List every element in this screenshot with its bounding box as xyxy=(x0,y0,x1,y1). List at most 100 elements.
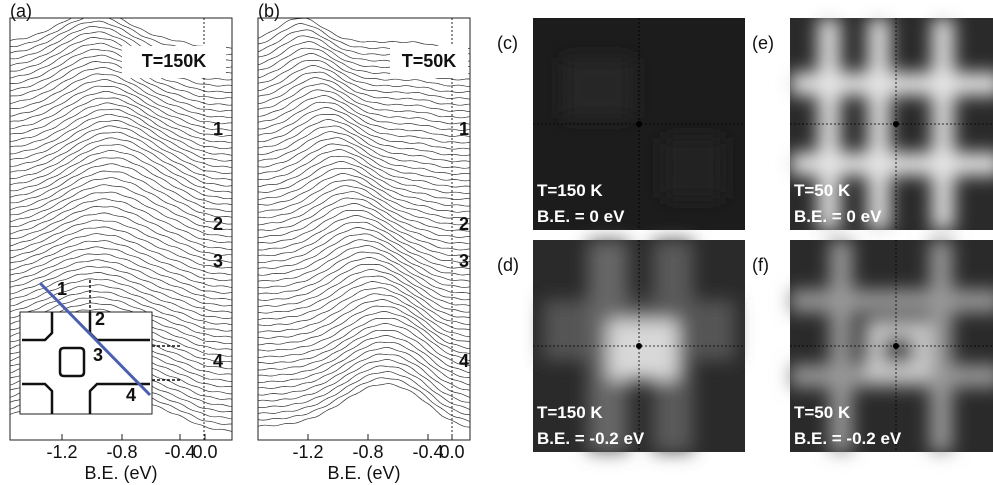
spectrum-curve xyxy=(10,157,232,206)
x-axis-label: B.E. (eV) xyxy=(84,463,157,483)
panel-label: (a) xyxy=(10,1,32,21)
spectrum-curve xyxy=(10,150,232,200)
x-tick-label: -0.4 xyxy=(412,442,443,462)
spectrum-curve xyxy=(258,191,470,232)
spectrum-curve xyxy=(258,114,470,150)
inset-label: 1 xyxy=(57,279,67,299)
spectrum-curve xyxy=(258,335,470,379)
inset-label: 4 xyxy=(126,385,136,405)
spectrum-curve xyxy=(10,48,232,93)
spectrum-curve xyxy=(10,259,232,301)
spectrum-curve xyxy=(258,305,470,349)
gamma-point xyxy=(636,121,642,127)
spectrum-curve xyxy=(10,177,232,225)
cut-line xyxy=(38,281,152,397)
spectrum-curve xyxy=(10,97,232,144)
cut-label: 2 xyxy=(213,214,223,234)
spectrum-curve xyxy=(10,246,232,288)
temp-box xyxy=(390,46,468,78)
spectrum-curve xyxy=(10,170,232,218)
map xyxy=(790,18,993,230)
spectrum-curve xyxy=(258,155,470,194)
spectrum-curve xyxy=(258,125,470,163)
spectrum-curve xyxy=(258,53,470,87)
map xyxy=(790,240,993,452)
spectrum-curve xyxy=(258,65,470,100)
intensity xyxy=(663,138,723,198)
spectrum-curve xyxy=(10,54,232,100)
spectrum-curve xyxy=(10,79,232,125)
fermi-surface xyxy=(58,346,86,378)
spectrum-curve xyxy=(258,257,470,301)
spectrum-curve xyxy=(10,108,232,156)
temperature: T=50K xyxy=(402,51,457,71)
spectrum-curve xyxy=(10,85,232,131)
spectrum-curve xyxy=(258,185,470,226)
panel-label: (b) xyxy=(258,1,280,21)
spectrum-curve xyxy=(258,221,470,263)
x-tick-label: -0.8 xyxy=(106,442,137,462)
inset-label: 3 xyxy=(93,345,103,365)
cut-label: 3 xyxy=(459,251,469,271)
spectrum-curve xyxy=(10,226,232,269)
map-intensity xyxy=(790,18,993,230)
intensity xyxy=(608,320,678,380)
spectrum-curve xyxy=(10,240,232,282)
panel-label: (c) xyxy=(497,33,518,53)
spectrum-curve xyxy=(258,215,470,257)
map-intensity xyxy=(790,240,993,452)
map-intensity xyxy=(563,58,723,198)
spectrum-curve xyxy=(258,233,470,276)
spectrum-curve xyxy=(258,317,470,361)
intensity xyxy=(930,240,952,452)
spectrum-curve xyxy=(10,144,232,193)
spectrum-curve xyxy=(10,233,232,276)
spectrum-curve xyxy=(10,198,232,243)
spectrum-curve xyxy=(258,77,470,112)
spectrum-curve xyxy=(10,272,232,313)
spectrum-curve xyxy=(258,329,470,374)
spectrum-curve xyxy=(258,353,470,398)
map-caption: B.E. = -0.2 eV xyxy=(794,429,902,448)
spectrum-curve xyxy=(258,107,470,144)
spectrum-curve xyxy=(258,281,470,325)
spectrum-curve xyxy=(258,101,470,137)
spectrum-curve xyxy=(10,284,232,326)
spectrum-curve xyxy=(258,143,470,182)
map xyxy=(533,18,745,230)
gamma-point xyxy=(636,343,642,349)
intensity xyxy=(790,290,993,312)
spectrum-curve xyxy=(10,90,232,137)
intensity xyxy=(563,58,633,118)
cut-label: 1 xyxy=(213,119,223,139)
spectrum-curve xyxy=(10,219,232,263)
inset-label: 2 xyxy=(95,309,105,329)
cut-label: 4 xyxy=(213,351,223,371)
plot-frame xyxy=(257,17,471,441)
inset: 1 2 3 4 xyxy=(19,279,180,415)
cut-label: 1 xyxy=(459,119,469,139)
spectrum-curve xyxy=(258,95,470,131)
spectrum-curve xyxy=(258,341,470,386)
map-caption: T=50 K xyxy=(794,181,851,200)
spectrum-curve xyxy=(258,18,470,49)
spectrum-curve xyxy=(10,73,232,119)
spectrum-curve xyxy=(258,137,470,175)
spectrum-curve xyxy=(258,275,470,319)
map xyxy=(533,240,745,452)
spectrum-curve xyxy=(258,269,470,313)
spectrum-curve xyxy=(10,67,232,112)
spectrum-curve xyxy=(258,347,470,391)
spectrum-curve xyxy=(258,131,470,169)
spectrum-curve xyxy=(258,119,470,157)
cut-label: 4 xyxy=(459,351,469,371)
spectrum-curve xyxy=(10,102,232,150)
fermi-surface xyxy=(88,382,150,414)
panel-label: (d) xyxy=(497,255,519,275)
spectrum-curve xyxy=(10,296,232,338)
spectrum-curve xyxy=(258,371,470,416)
map-caption: T=150 K xyxy=(537,403,603,422)
spectrum-curve xyxy=(10,42,232,87)
spectrum-curve xyxy=(258,149,470,188)
spectrum-curve xyxy=(10,120,232,169)
